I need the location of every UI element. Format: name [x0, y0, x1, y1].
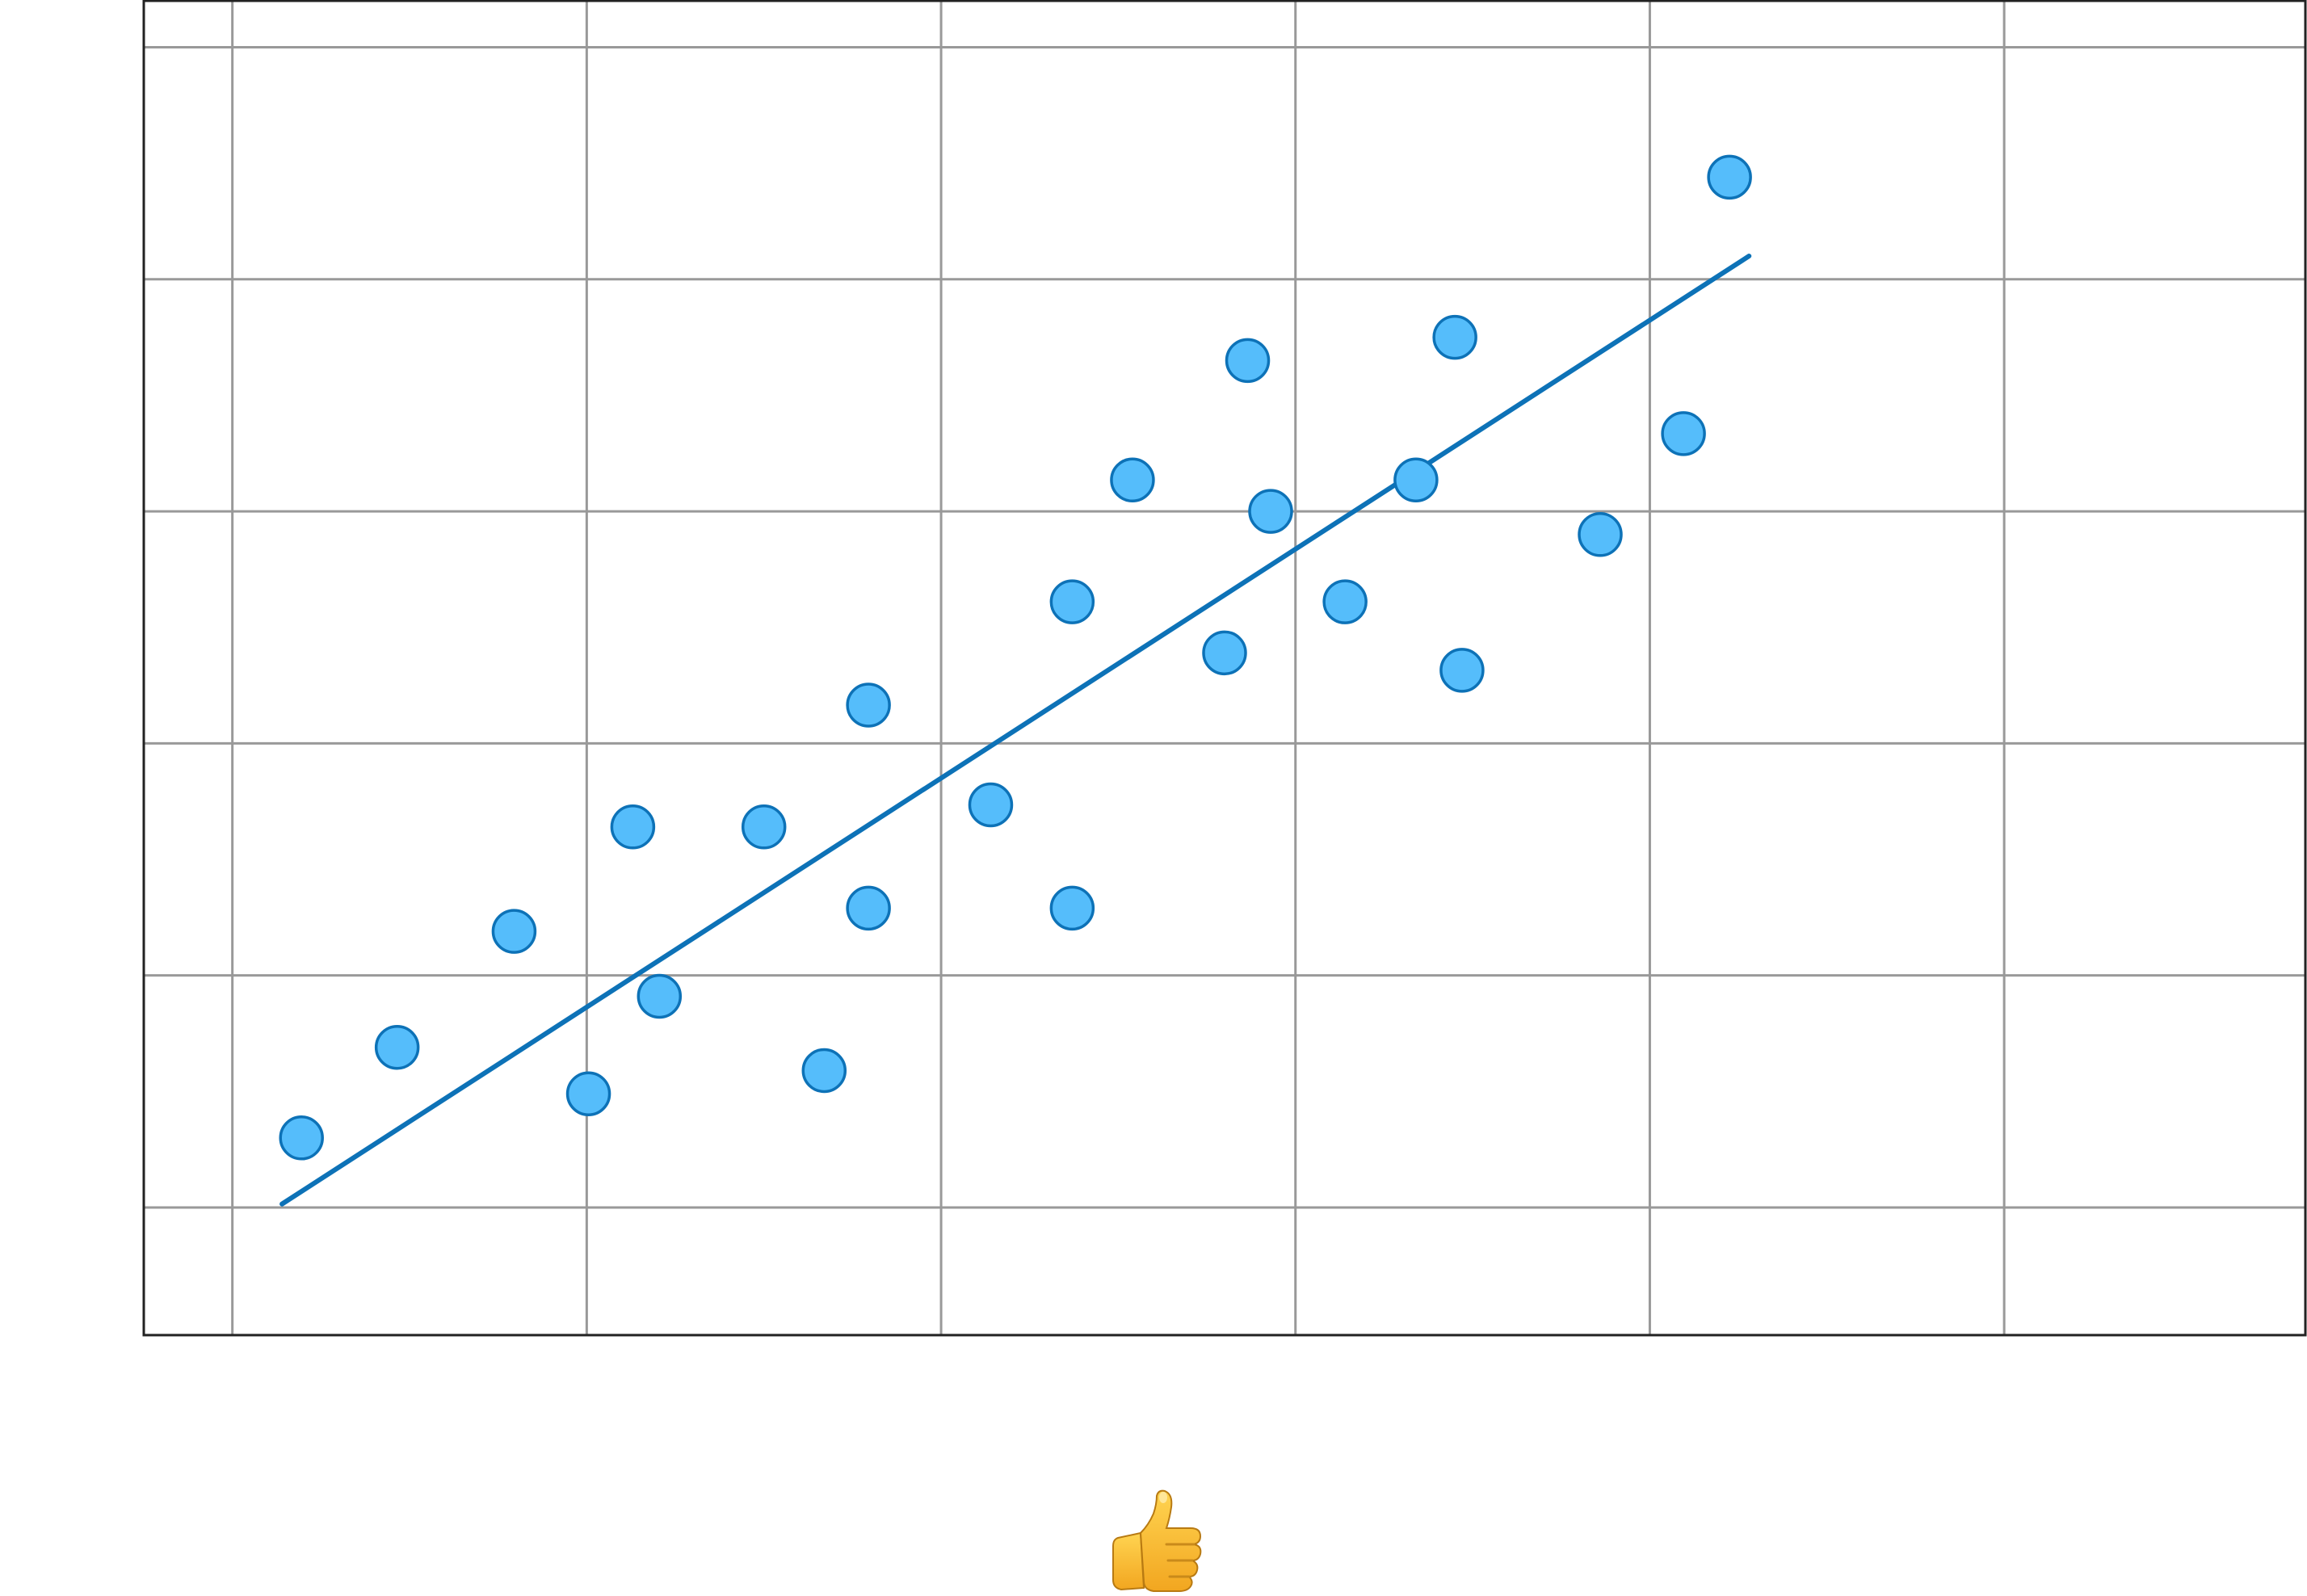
gridlines [144, 1, 2305, 1335]
plot-frame [142, 0, 2307, 1337]
data-point [801, 1048, 847, 1094]
data-point [565, 1071, 611, 1116]
data-point [846, 682, 891, 728]
data-point [1248, 489, 1293, 534]
thumbs-up-glyph [1112, 1489, 1202, 1592]
data-point [741, 804, 787, 850]
data-point [610, 804, 656, 850]
data-point [1661, 411, 1706, 456]
thumbs-up-icon[interactable] [1107, 1486, 1212, 1593]
data-point [1322, 579, 1368, 624]
data-point [1225, 338, 1271, 384]
data-point [1393, 457, 1439, 503]
trend-line [279, 254, 1752, 1207]
data-point [1578, 512, 1623, 557]
data-point [968, 782, 1014, 828]
data-point [1707, 154, 1752, 200]
data-point [1049, 885, 1095, 931]
data-point [491, 909, 537, 954]
data-point [1202, 630, 1247, 676]
data-points [279, 154, 1752, 1161]
data-point [846, 885, 891, 931]
data-point [279, 1115, 324, 1161]
data-point [1432, 314, 1477, 360]
data-point [1049, 579, 1095, 624]
data-point [374, 1024, 420, 1070]
data-point [1439, 648, 1485, 693]
data-point [1110, 457, 1155, 503]
data-point [637, 973, 683, 1019]
